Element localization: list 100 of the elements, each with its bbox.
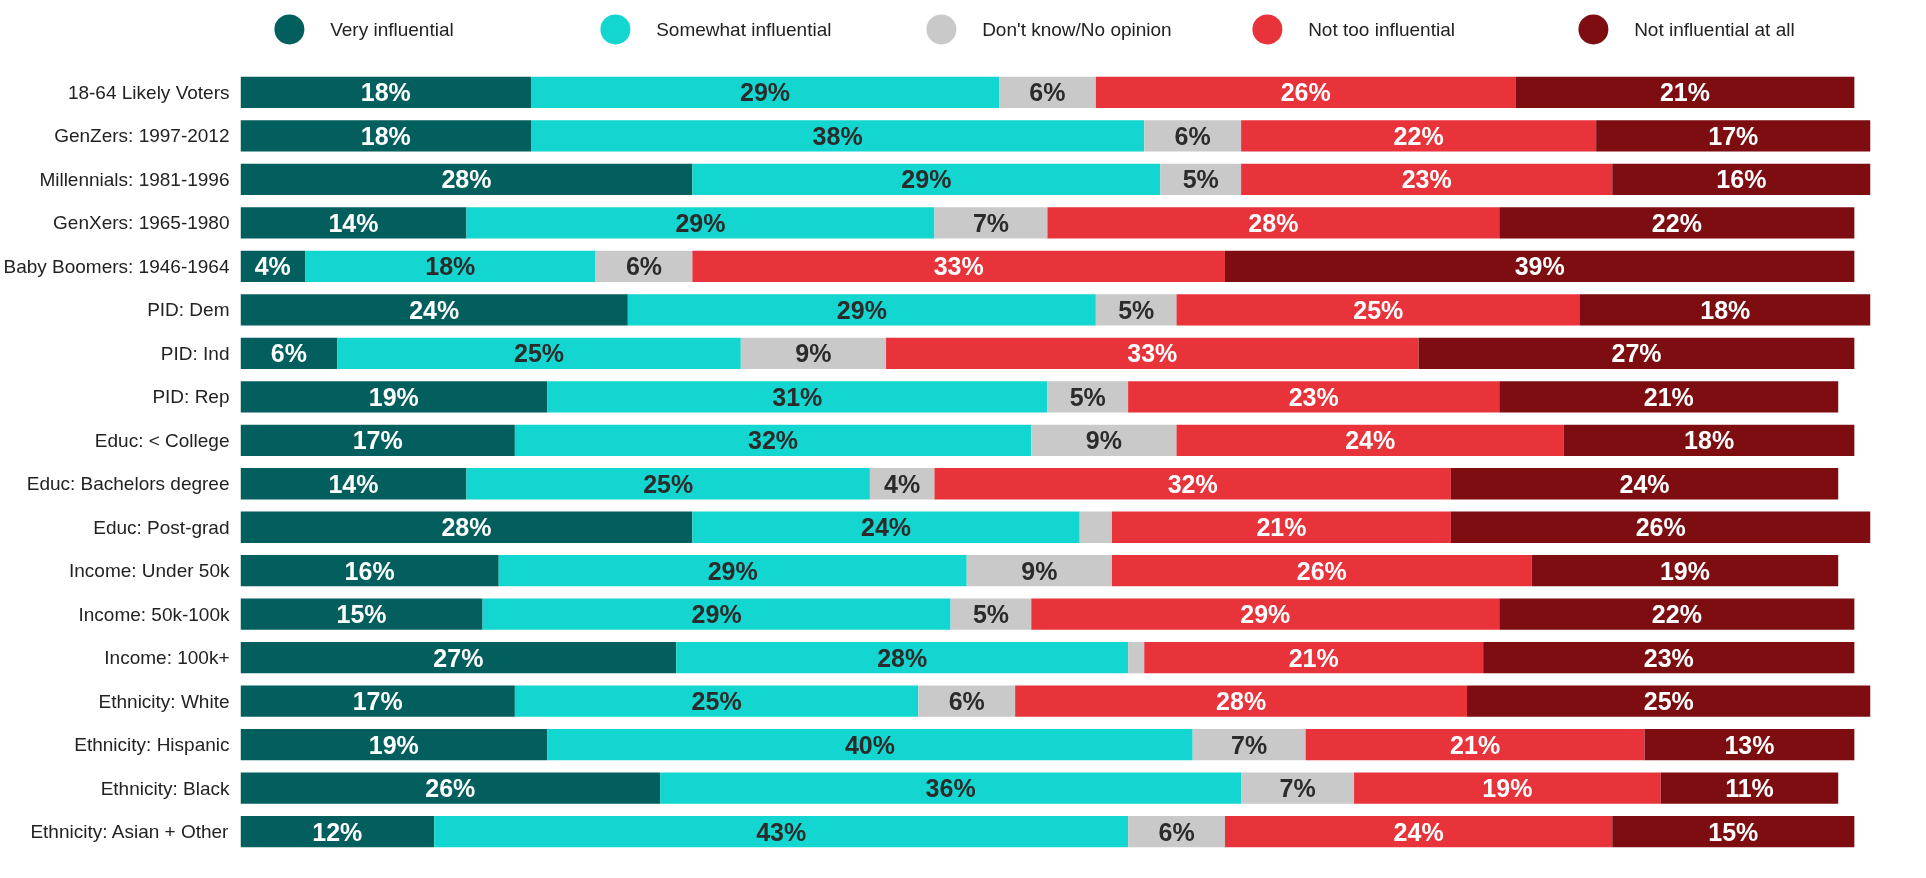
bar (1499, 598, 1855, 630)
data-label: 27% (433, 643, 484, 672)
data-label: 19% (1482, 774, 1533, 803)
data-label: 29% (675, 208, 726, 237)
data-label: 6% (625, 252, 663, 281)
data-label: 21% (1256, 513, 1307, 542)
bar (1176, 424, 1564, 456)
data-label: 24% (1393, 817, 1444, 846)
y-tick-label: Millennials: 1981-1996 (39, 168, 230, 190)
data-label: 18% (1700, 295, 1751, 324)
data-label: 25% (1353, 295, 1404, 324)
data-label: 25% (643, 469, 694, 498)
data-label: 16% (344, 556, 395, 585)
data-label: 25% (691, 687, 742, 716)
bar (1612, 815, 1855, 848)
data-label: 19% (368, 382, 419, 411)
bar (1111, 555, 1532, 587)
bar (1483, 642, 1855, 674)
bar (514, 424, 1032, 456)
bar (740, 337, 887, 369)
data-label: 14% (328, 469, 379, 498)
bar (1031, 598, 1500, 630)
bar (1450, 511, 1871, 543)
data-label: 6% (948, 687, 985, 716)
bar (1563, 424, 1855, 456)
bar (1224, 815, 1613, 848)
bar (1354, 772, 1661, 804)
data-label: 22% (1651, 600, 1702, 629)
bar (660, 772, 1242, 804)
bar (1176, 294, 1581, 326)
data-label: 24% (409, 295, 460, 324)
data-label: 19% (368, 730, 419, 759)
bar (1031, 424, 1177, 456)
y-tick-label: PID: Ind (160, 342, 230, 364)
bar (240, 728, 548, 761)
data-label: 29% (901, 165, 952, 194)
bar (240, 76, 531, 109)
bar (240, 381, 548, 413)
data-label: 29% (1240, 600, 1291, 629)
data-label: 29% (836, 295, 887, 324)
bar (466, 468, 870, 500)
bar (240, 772, 661, 804)
y-tick-label: GenZers: 1997-2012 (54, 125, 230, 147)
data-label: 18% (425, 252, 476, 281)
data-label: 18% (360, 78, 411, 107)
data-label: 23% (1643, 643, 1694, 672)
y-tick-label: Baby Boomers: 1946-1964 (3, 255, 230, 277)
bar (1224, 250, 1855, 283)
bar (240, 555, 499, 587)
data-label: 7% (1279, 774, 1316, 803)
data-label: 26% (1635, 513, 1686, 542)
y-tick-label: Ethnicity: Hispanic (74, 734, 230, 756)
y-tick-label: GenXers: 1965-1980 (53, 212, 230, 234)
data-label: 5% (1069, 382, 1106, 411)
data-label: 31% (772, 382, 823, 411)
data-label: 26% (1280, 78, 1331, 107)
bar (1241, 120, 1597, 152)
bar (1144, 642, 1484, 674)
data-label: 5% (972, 600, 1010, 629)
bar (514, 685, 919, 717)
bar (1111, 511, 1451, 543)
data-label: 26% (425, 774, 476, 803)
bar (240, 120, 531, 152)
data-label: 9% (1021, 556, 1058, 585)
data-label: 9% (1085, 426, 1122, 455)
data-label: 19% (1659, 556, 1710, 585)
data-label: 6% (1158, 817, 1195, 846)
data-label: 16% (1716, 165, 1767, 194)
bar (1531, 555, 1839, 587)
y-tick-label: Educ: Post-grad (93, 516, 230, 538)
data-label: 43% (756, 817, 807, 846)
data-label: 18% (1684, 426, 1735, 455)
bar (1467, 685, 1871, 717)
bar (1499, 381, 1839, 413)
y-tick-label: Income: Under 50k (68, 560, 230, 582)
legend-label: Don't know/No opinion (982, 18, 1172, 40)
y-tick-label: Educ: Bachelors degree (26, 473, 230, 495)
y-tick-label: Educ: < College (94, 429, 230, 451)
data-label: 23% (1401, 165, 1452, 194)
bar (240, 163, 693, 196)
bar (240, 511, 693, 543)
bar (1499, 207, 1855, 239)
data-label: 26% (1296, 556, 1347, 585)
data-label: 11% (1725, 774, 1774, 803)
y-tick-label: 18-64 Likely Voters (67, 81, 230, 103)
bar (886, 337, 1419, 369)
bar (1015, 685, 1468, 717)
bar (692, 511, 1080, 543)
data-label: 38% (812, 121, 863, 150)
data-label: 6% (1174, 121, 1211, 150)
bar (627, 294, 1096, 326)
bar (1128, 381, 1500, 413)
bar (240, 424, 515, 456)
data-label: 7% (1231, 730, 1268, 759)
data-label: 27% (1611, 339, 1662, 368)
data-label: 12% (312, 817, 363, 846)
y-tick-label: Income: 100k+ (104, 647, 230, 669)
data-label: 28% (441, 513, 492, 542)
data-label: 25% (514, 339, 565, 368)
data-label: 29% (707, 556, 758, 585)
